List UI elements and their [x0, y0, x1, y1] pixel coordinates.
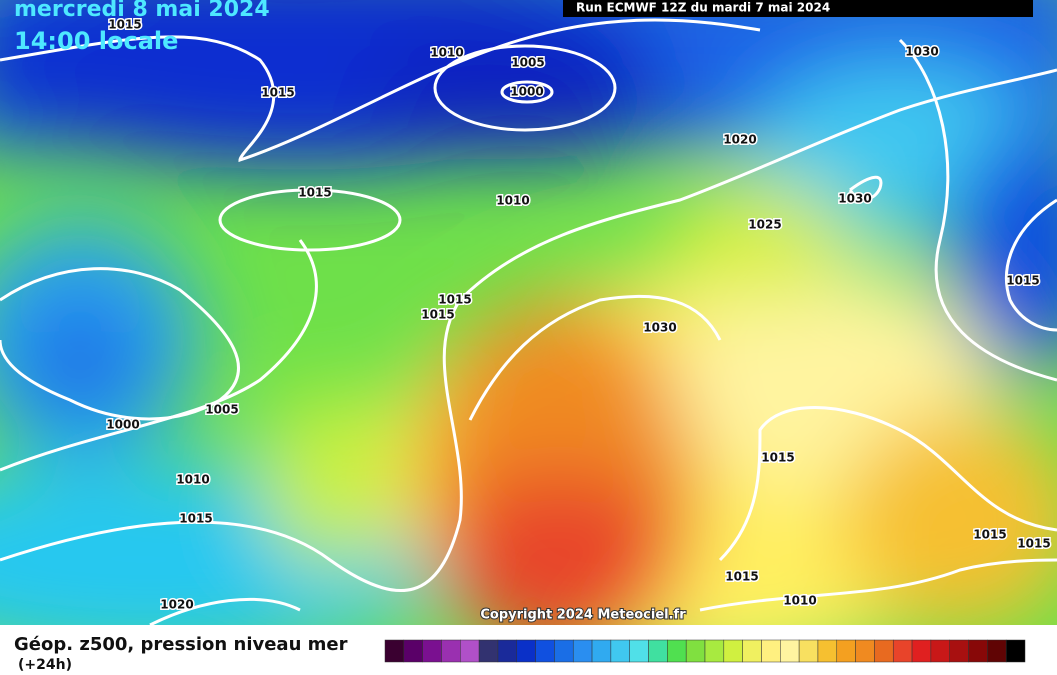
- colorbar-cell: [723, 639, 743, 663]
- colorbar-cell: [403, 639, 423, 663]
- colorbar-cell: [911, 639, 932, 663]
- colorbar-cell: [516, 639, 536, 663]
- isobar-label: 1030: [838, 192, 871, 206]
- colorbar-cell: [892, 639, 913, 663]
- isobar-label: 1015: [1017, 537, 1050, 551]
- isobars: [0, 18, 1057, 625]
- colorbar-cell: [648, 639, 668, 663]
- isobar-label: 1015: [179, 512, 212, 526]
- colorbar-cell: [742, 639, 762, 663]
- colorbar-cell: [968, 639, 988, 663]
- isobar-label: 1010: [176, 473, 209, 487]
- isobar-label: 1015: [298, 186, 331, 200]
- colorbar-cell: [855, 639, 875, 663]
- isobar-label: 1015: [1006, 274, 1039, 288]
- legend-title: Géop. z500, pression niveau mer: [14, 634, 348, 655]
- colorbar-cell: [460, 639, 480, 663]
- isobar-label: 1005: [205, 403, 238, 417]
- isobar-label: 1010: [430, 46, 463, 60]
- colorbar-cell: [591, 639, 612, 663]
- time: 14:00 locale: [14, 27, 178, 55]
- colorbar-cell: [704, 639, 725, 663]
- isobar-label: 1010: [783, 594, 816, 608]
- legend-subtitle: (+24h): [18, 657, 72, 673]
- colorbar-cell: [554, 639, 574, 663]
- isobar-label: 1015: [761, 451, 794, 465]
- isobar-label: 1015: [725, 570, 758, 584]
- colorbar-cell: [497, 639, 518, 663]
- isobar-label: 1015: [108, 18, 141, 32]
- colorbar-cell: [572, 639, 593, 663]
- isobar-label: 1010: [496, 194, 529, 208]
- colorbar-cell: [441, 639, 461, 663]
- colorbar-cell: [422, 639, 442, 663]
- colorbar-cell: [384, 639, 405, 663]
- colorbar: [384, 639, 1026, 663]
- colorbar-cell: [1005, 639, 1026, 663]
- colorbar-cell: [610, 639, 630, 663]
- isobar-label: 1015: [421, 308, 454, 322]
- isobar-label: 1015: [438, 293, 471, 307]
- colorbar-cell: [817, 639, 838, 663]
- colorbar-cell: [667, 639, 687, 663]
- date: mercredi 8 mai 2024: [14, 0, 270, 22]
- colorbar-cell: [930, 639, 950, 663]
- isobar-label: 1025: [748, 218, 781, 232]
- colorbar-cell: [629, 639, 649, 663]
- isobar-label: 1015: [261, 86, 294, 100]
- isobar-label: 1000: [510, 85, 543, 99]
- isobar-label: 1015: [973, 528, 1006, 542]
- colorbar-cell: [949, 639, 969, 663]
- colorbar-cell: [535, 639, 555, 663]
- colorbar-cell: [685, 639, 706, 663]
- isobar-label: 1020: [160, 598, 193, 612]
- colorbar-cell: [478, 639, 499, 663]
- isobar-label: 1030: [643, 321, 676, 335]
- isobar-label: 1030: [905, 45, 938, 59]
- isobar-label: 1000: [106, 418, 139, 432]
- isobar-label: 1020: [723, 133, 756, 147]
- run-banner: [563, 0, 1033, 17]
- colorbar-cell: [874, 639, 894, 663]
- colorbar-cell: [836, 639, 856, 663]
- colorbar-cell: [761, 639, 781, 663]
- run-info: Run ECMWF 12Z du mardi 7 mai 2024: [576, 1, 830, 15]
- isobar-label: 1005: [511, 56, 544, 70]
- colorbar-cell: [987, 639, 1007, 663]
- copyright: Copyright 2024 Meteociel.fr: [480, 608, 686, 623]
- colorbar-cell: [780, 639, 800, 663]
- colorbar-cell: [798, 639, 819, 663]
